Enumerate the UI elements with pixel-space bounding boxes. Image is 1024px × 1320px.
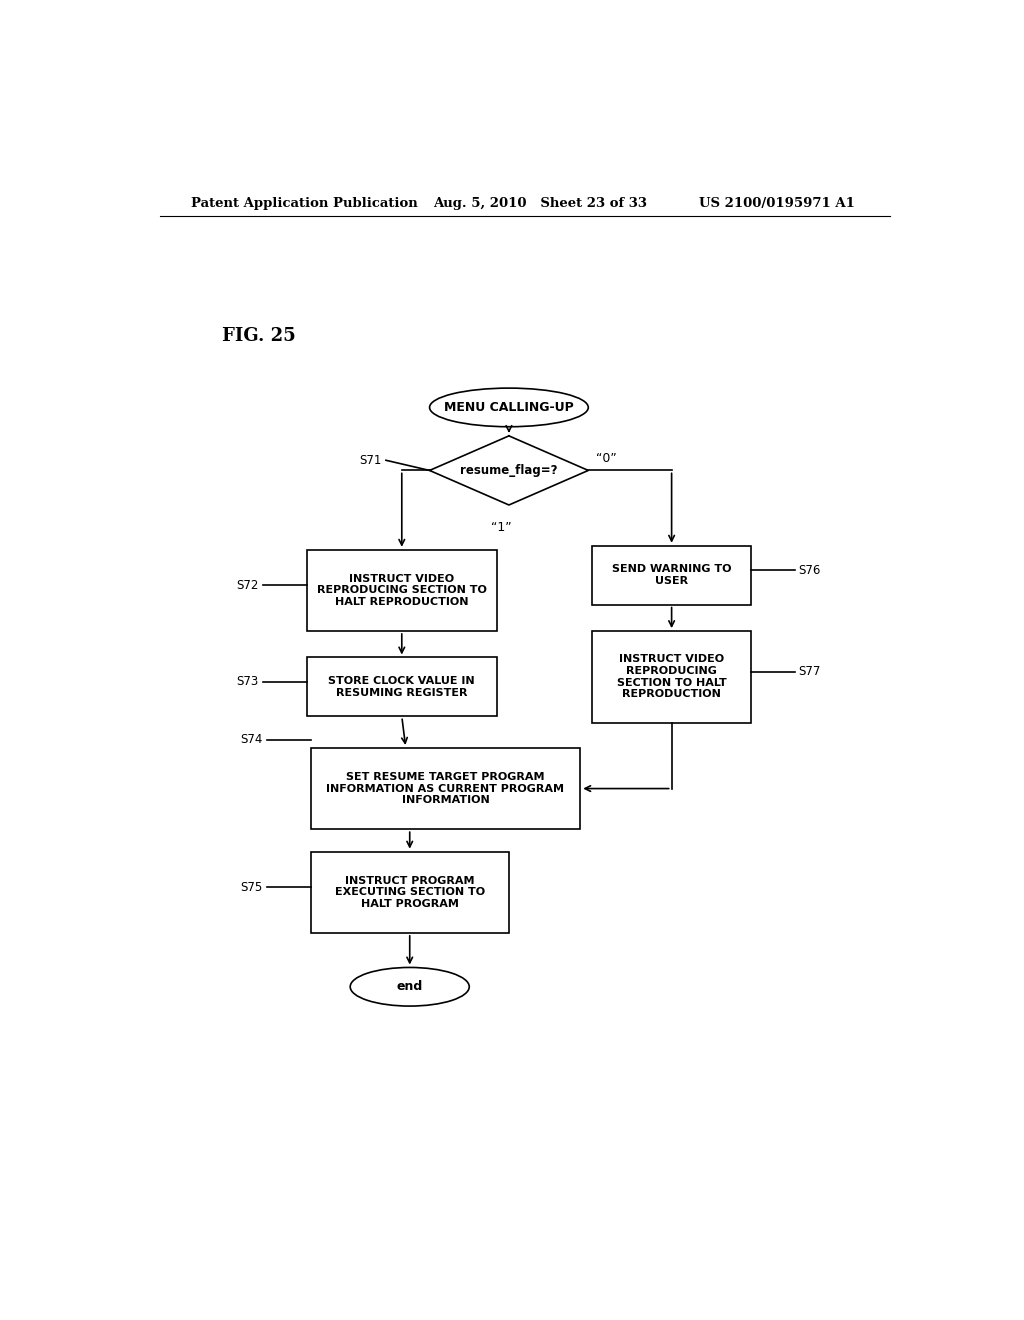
Text: S72: S72 xyxy=(237,578,259,591)
Text: SET RESUME TARGET PROGRAM
INFORMATION AS CURRENT PROGRAM
INFORMATION: SET RESUME TARGET PROGRAM INFORMATION AS… xyxy=(327,772,564,805)
Text: US 2100/0195971 A1: US 2100/0195971 A1 xyxy=(699,197,855,210)
Text: S75: S75 xyxy=(241,880,263,894)
Text: S73: S73 xyxy=(237,676,259,688)
Text: S76: S76 xyxy=(799,564,821,577)
Text: STORE CLOCK VALUE IN
RESUMING REGISTER: STORE CLOCK VALUE IN RESUMING REGISTER xyxy=(329,676,475,698)
Text: resume_flag=?: resume_flag=? xyxy=(460,463,558,477)
Text: INSTRUCT VIDEO
REPRODUCING
SECTION TO HALT
REPRODUCTION: INSTRUCT VIDEO REPRODUCING SECTION TO HA… xyxy=(616,655,726,700)
Text: end: end xyxy=(396,981,423,993)
Text: S74: S74 xyxy=(241,734,263,746)
Text: SEND WARNING TO
USER: SEND WARNING TO USER xyxy=(612,565,731,586)
Text: FIG. 25: FIG. 25 xyxy=(221,327,295,346)
Text: S77: S77 xyxy=(799,665,821,678)
Text: MENU CALLING-UP: MENU CALLING-UP xyxy=(444,401,573,414)
Text: Patent Application Publication: Patent Application Publication xyxy=(191,197,418,210)
Text: Aug. 5, 2010   Sheet 23 of 33: Aug. 5, 2010 Sheet 23 of 33 xyxy=(433,197,647,210)
Text: “1”: “1” xyxy=(490,521,511,533)
Text: INSTRUCT PROGRAM
EXECUTING SECTION TO
HALT PROGRAM: INSTRUCT PROGRAM EXECUTING SECTION TO HA… xyxy=(335,875,484,909)
Text: S71: S71 xyxy=(359,454,382,467)
Text: INSTRUCT VIDEO
REPRODUCING SECTION TO
HALT REPRODUCTION: INSTRUCT VIDEO REPRODUCING SECTION TO HA… xyxy=(316,574,486,607)
Text: “0”: “0” xyxy=(596,451,617,465)
